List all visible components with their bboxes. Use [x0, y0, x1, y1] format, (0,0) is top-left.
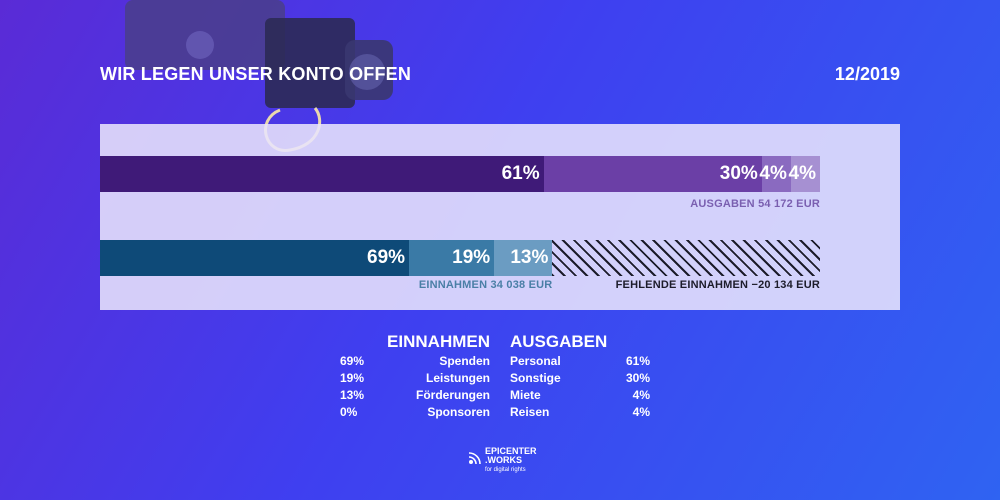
legend: EINNAHMEN AUSGABEN 69% Spenden Personal …: [340, 332, 660, 432]
epicenter-works-logo: EPICENTER .WORKS for digital rights: [467, 447, 537, 477]
legend-row: 0% Sponsoren Reisen 4%: [340, 405, 660, 422]
legend-row: 13% Förderungen Miete 4%: [340, 388, 660, 405]
legend-income-label: Förderungen: [416, 388, 490, 402]
legend-expense-pct: 4%: [632, 405, 650, 419]
income-total-caption: EINNAHMEN 34 038 EUR: [418, 279, 553, 291]
legend-income-label: Leistungen: [425, 371, 490, 385]
legend-row: 69% Spenden Personal 61%: [340, 354, 660, 371]
logo-name-line1: EPICENTER: [485, 446, 537, 456]
expense-segment-sonstige: 30%: [543, 156, 762, 192]
legend-income-pct: 19%: [340, 371, 365, 385]
legend-expense-label: Sonstige: [510, 371, 561, 385]
legend-income-pct: 13%: [340, 388, 365, 402]
missing-income-caption: FEHLENDE EINNAHMEN −20 134 EUR: [615, 279, 820, 291]
legend-income-label: Spenden: [439, 354, 490, 368]
expense-segment-reisen: 4%: [789, 156, 820, 192]
budget-chart: 61% 30% 4% 4% AUSGABEN 54 172 EUR 69% 19% 13%…: [100, 124, 900, 310]
legend-expense-heading: AUSGABEN: [510, 332, 608, 351]
legend-expense-label: Personal: [510, 354, 561, 368]
camera-illustration: [125, 0, 393, 152]
expense-segment-personal: 61%: [100, 156, 544, 192]
missing-income-segment: [552, 240, 820, 276]
signal-icon: [468, 452, 481, 465]
expense-segment-miete: 4%: [759, 156, 791, 192]
legend-expense-pct: 30%: [625, 371, 650, 385]
income-bar: 69% 19% 13%: [100, 240, 820, 276]
legend-expense-pct: 61%: [625, 354, 650, 368]
logo-name: EPICENTER .WORKS: [485, 447, 537, 465]
legend-income-label: Sponsoren: [427, 405, 490, 419]
legend-income-heading: EINNAHMEN: [387, 332, 490, 351]
income-segment-spenden: 69%: [100, 240, 410, 276]
legend-row: 19% Leistungen Sonstige 30%: [340, 371, 660, 388]
legend-expense-pct: 4%: [632, 388, 650, 402]
logo-tagline: for digital rights: [485, 467, 526, 473]
expense-bar: 61% 30% 4% 4%: [100, 156, 820, 192]
income-segment-förderungen: 13%: [494, 240, 553, 276]
legend-expense-label: Miete: [510, 388, 541, 402]
legend-income-pct: 69%: [340, 354, 365, 368]
legend-income-pct: 0%: [340, 405, 358, 419]
page-title: WIR LEGEN UNSER KONTO OFFEN: [100, 64, 412, 84]
expense-total-caption: AUSGABEN 54 172 EUR: [690, 198, 820, 210]
income-segment-leistungen: 19%: [409, 240, 495, 276]
report-date: 12/2019: [834, 64, 900, 84]
legend-expense-label: Reisen: [510, 405, 550, 419]
logo-name-line2: .WORKS: [485, 455, 522, 465]
